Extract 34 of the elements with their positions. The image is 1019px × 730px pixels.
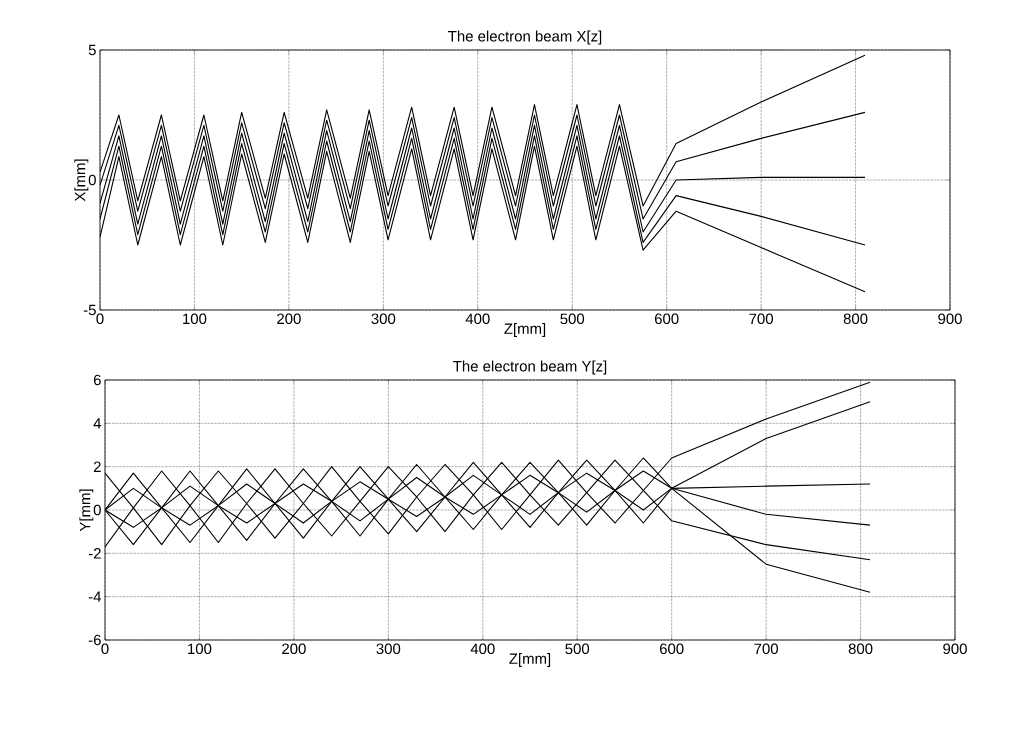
x-tick-label: 300 xyxy=(371,313,396,325)
x-tick-label: 800 xyxy=(848,643,873,655)
x-tick-label: 100 xyxy=(183,313,207,325)
x-tick-label: 200 xyxy=(282,643,306,655)
x-tick-label: 700 xyxy=(754,643,778,655)
chart-title: The electron beam X[z] xyxy=(448,30,602,45)
y-tick-label: -5 xyxy=(83,304,96,316)
y-tick-label: 4 xyxy=(93,418,102,429)
y-axis-title: Y[mm] xyxy=(79,489,94,532)
y-tick-label: 6 xyxy=(93,374,101,386)
x-tick-label: 500 xyxy=(565,643,590,655)
x-tick-label: 700 xyxy=(749,313,773,325)
x-tick-label: 100 xyxy=(188,643,212,655)
y-tick-label: 0 xyxy=(93,504,101,516)
chart-title: The electron beam Y[z] xyxy=(453,360,607,375)
x-tick-label: 400 xyxy=(465,313,490,325)
x-tick-label: 900 xyxy=(943,643,967,655)
x-tick-label: 900 xyxy=(938,313,962,325)
y-tick-label: -4 xyxy=(88,591,102,602)
y-tick-label: 5 xyxy=(88,44,96,56)
y-tick-label: 2 xyxy=(93,461,101,472)
y-tick-label: 0 xyxy=(88,174,96,186)
x-axis-title: Z[mm] xyxy=(509,652,551,667)
x-axis-title: Z[mm] xyxy=(504,322,546,337)
y-tick-label: -2 xyxy=(88,548,101,559)
x-tick-label: 400 xyxy=(470,643,495,655)
x-tick-label: 600 xyxy=(659,643,684,655)
y-tick-label: -6 xyxy=(88,634,101,646)
x-tick-label: 200 xyxy=(277,313,301,325)
x-tick-label: 500 xyxy=(560,313,585,325)
x-tick-label: 800 xyxy=(843,313,868,325)
x-tick-label: 300 xyxy=(376,643,401,655)
x-tick-label: 600 xyxy=(654,313,679,325)
y-axis-title: X[mm] xyxy=(74,159,89,202)
